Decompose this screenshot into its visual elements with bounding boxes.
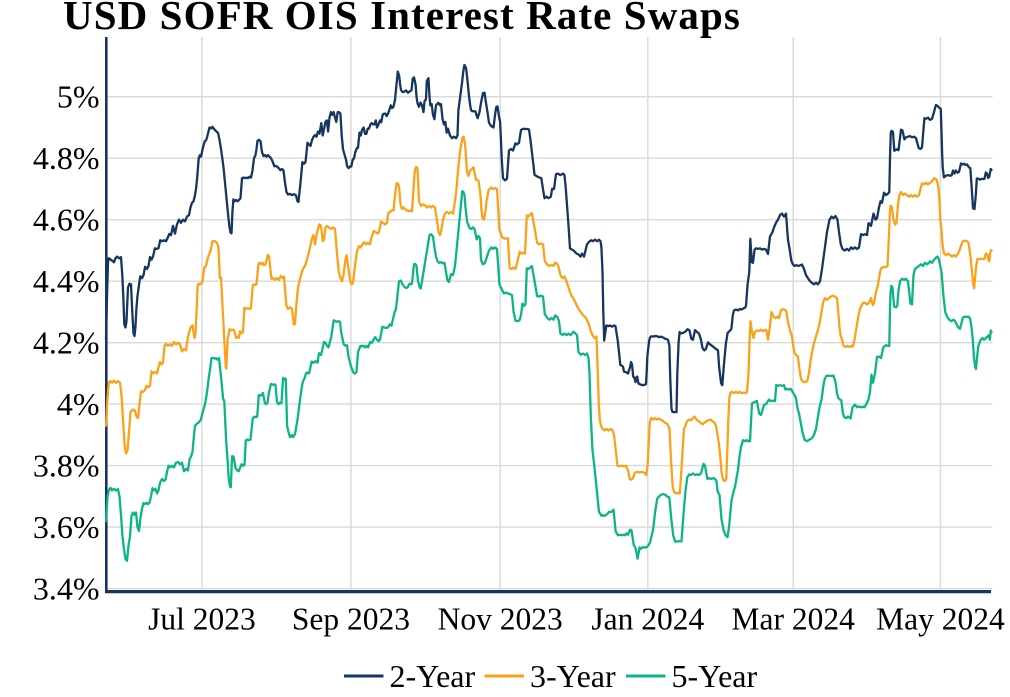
svg-text:Sep 2023: Sep 2023 <box>292 602 410 637</box>
svg-text:Jul 2023: Jul 2023 <box>148 602 256 637</box>
svg-text:4.6%: 4.6% <box>33 202 100 238</box>
svg-text:3.6%: 3.6% <box>33 509 100 545</box>
svg-text:USD SOFR OIS Interest Rate Swa: USD SOFR OIS Interest Rate Swaps <box>63 0 741 38</box>
svg-text:Jan 2024: Jan 2024 <box>591 602 704 637</box>
svg-text:5%: 5% <box>57 79 100 115</box>
svg-text:3.4%: 3.4% <box>33 571 100 607</box>
svg-text:2-Year: 2-Year <box>390 658 476 694</box>
svg-text:Nov 2023: Nov 2023 <box>438 602 563 637</box>
svg-text:Mar 2024: Mar 2024 <box>732 602 856 637</box>
svg-text:3.8%: 3.8% <box>33 448 100 484</box>
svg-text:4.8%: 4.8% <box>33 140 100 176</box>
svg-text:4%: 4% <box>57 386 100 422</box>
svg-text:4.4%: 4.4% <box>33 263 100 299</box>
svg-text:5-Year: 5-Year <box>672 658 758 694</box>
svg-text:May 2024: May 2024 <box>876 602 1005 637</box>
svg-text:3-Year: 3-Year <box>530 658 616 694</box>
svg-text:4.2%: 4.2% <box>33 325 100 361</box>
